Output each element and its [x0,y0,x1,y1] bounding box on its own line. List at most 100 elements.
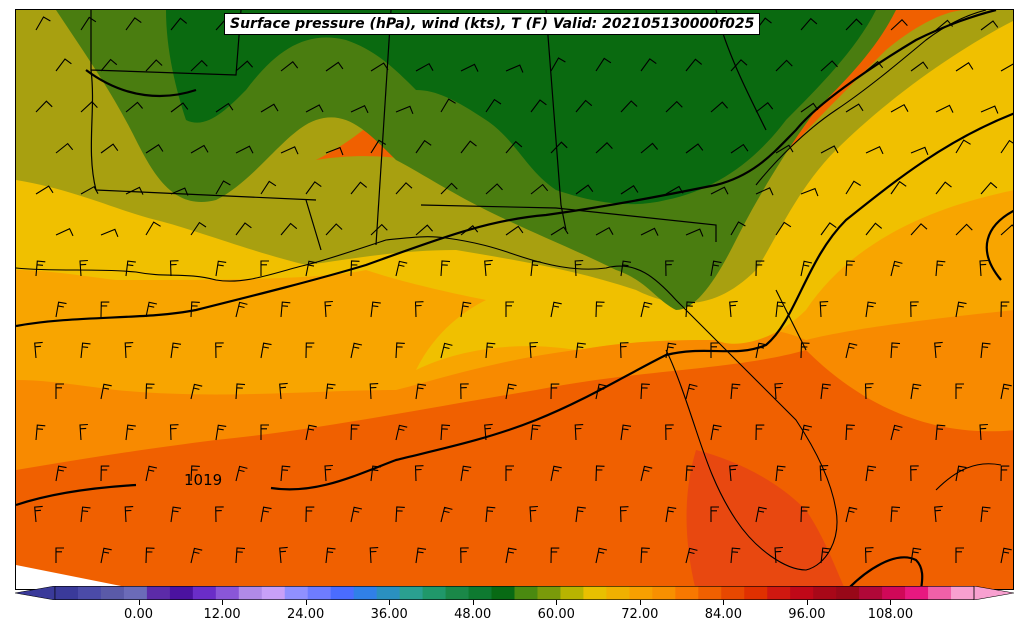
wind-barb [484,423,493,441]
wind-barb [685,465,696,482]
wind-barb [595,547,608,564]
wind-barb [125,186,144,195]
colorbar-swatch [882,586,906,600]
wind-barb [505,301,514,317]
wind-barb [35,260,46,277]
wind-barb [350,181,368,195]
wind-barb [574,260,584,277]
wind-barb [260,424,269,440]
colorbar-tick-label: 60.00 [537,607,575,622]
wind-barb [505,547,517,564]
wind-barb [170,17,188,31]
wind-barb [305,104,324,113]
wind-barb [55,301,67,318]
wind-barb [280,301,291,318]
wind-barb [819,465,829,482]
wind-barb [1000,465,1010,482]
wind-barb [440,342,453,359]
wind-barb [215,180,231,195]
wind-barb [100,143,119,154]
wind-barb [415,62,434,72]
colorbar-swatch [261,586,286,600]
wind-barb [640,58,657,72]
colorbar-swatch [77,586,102,600]
colorbar-swatch [123,586,148,600]
wind-barb [800,424,813,441]
isobar-label: 1019 [184,471,223,489]
wind-barb [215,424,227,441]
wind-barb [100,58,118,72]
colorbar-swatch [215,586,240,600]
wind-barb [79,423,88,441]
wind-barb [260,180,277,195]
wind-barb [775,301,786,318]
wind-barb [395,105,414,115]
wind-barb [460,225,479,236]
state-border-la-east [305,199,322,251]
wind-barb [800,187,819,197]
wind-barb [369,383,379,400]
wind-barb [910,383,922,400]
wind-barb [845,260,855,277]
colorbar-extend-high [973,586,1014,600]
colorbar-swatch [330,586,355,600]
wind-barb [125,101,144,113]
colorbar-tick-label: 108.00 [867,607,914,622]
colorbar-tick-label: 36.00 [370,607,408,622]
colorbar-swatch [905,586,929,600]
wind-barb [729,464,738,482]
wind-barb [1000,139,1013,154]
wind-barb [190,59,208,72]
colorbar-swatch [353,586,378,600]
colorbar-swatch [537,586,561,600]
missing-data-corner [16,565,136,589]
colorbar-tick-mark [472,600,474,605]
wind-barb [305,424,317,441]
wind-barb [550,465,562,482]
wind-barb [910,146,929,156]
wind-barb [640,227,659,236]
wind-barb [124,506,134,523]
colorbar-swatch [767,586,791,600]
wind-barb [485,342,496,359]
wind-barb [730,59,748,72]
wind-barb [415,383,427,400]
wind-barb [324,300,333,318]
wind-barb [55,227,74,237]
wind-barb [370,62,389,72]
wind-barb [235,60,254,72]
colorbar-swatch [790,586,814,600]
wind-barb [215,102,234,113]
wind-barb [845,18,863,31]
wind-barb [890,260,903,277]
temperature-field-yellow [16,10,1013,370]
wind-barb [800,342,810,359]
wind-barb [934,505,943,523]
colorbar-swatch [951,586,975,600]
wind-barb [890,506,901,523]
wind-barb [350,260,360,277]
wind-barb [460,301,472,318]
wind-barb [685,228,704,237]
colorbar-tick-label: 24.00 [287,607,325,622]
colorbar-swatch [238,586,263,600]
isobar-1019-west [16,483,137,507]
wind-barb [235,301,248,318]
colorbar-swatch [675,586,699,600]
wind-barb [730,143,749,154]
wind-barb [575,342,586,359]
wind-barb [414,301,424,318]
wind-barb [710,506,719,522]
wind-barb [550,141,568,154]
wind-barb [395,182,413,195]
wind-barb [370,139,386,154]
wind-barb [190,144,209,154]
colorbar-swatch [514,586,538,600]
wind-barb [415,547,427,564]
wind-barb [955,383,964,399]
colorbar-tick-mark [806,600,808,605]
wind-barb [415,224,434,236]
wind-barb [1000,547,1012,564]
wind-barb [529,341,538,359]
wind-barb [595,57,612,72]
